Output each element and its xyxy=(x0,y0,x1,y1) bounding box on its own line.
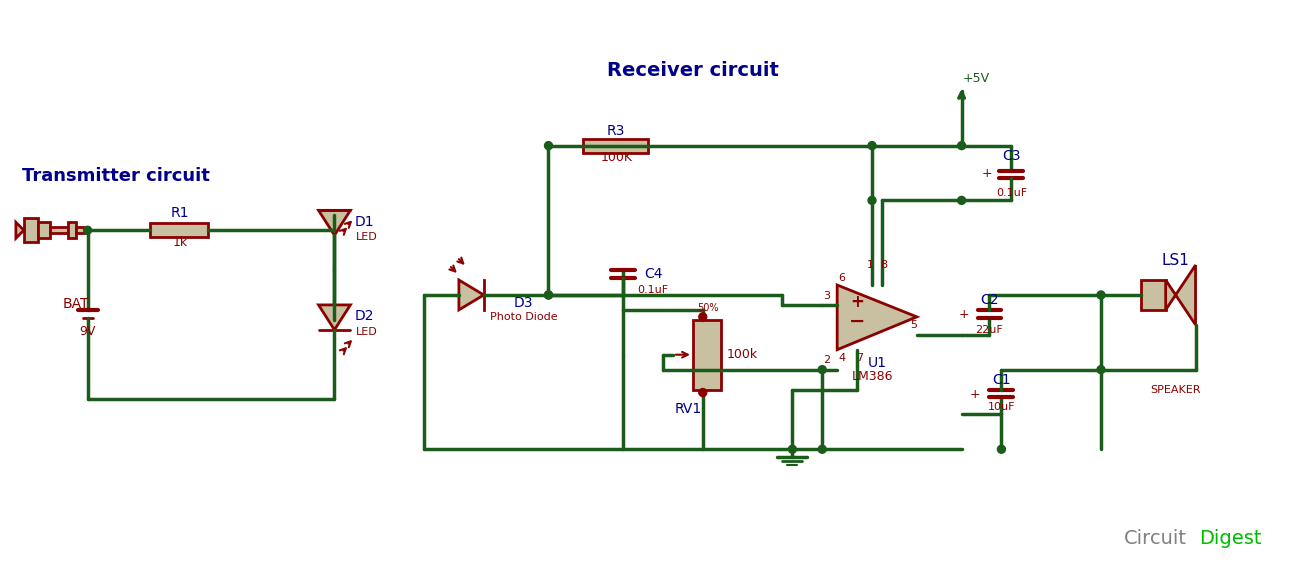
Text: 7: 7 xyxy=(857,353,863,363)
Circle shape xyxy=(819,366,827,374)
Text: 6: 6 xyxy=(838,273,846,283)
Text: Transmitter circuit: Transmitter circuit xyxy=(21,166,209,185)
Polygon shape xyxy=(837,285,917,349)
Text: RV1: RV1 xyxy=(674,403,702,416)
Circle shape xyxy=(1097,366,1105,374)
Polygon shape xyxy=(318,305,351,330)
FancyBboxPatch shape xyxy=(68,223,76,238)
FancyBboxPatch shape xyxy=(50,227,68,233)
Text: 1: 1 xyxy=(866,260,874,270)
Circle shape xyxy=(788,445,796,453)
Circle shape xyxy=(544,142,552,150)
Circle shape xyxy=(544,291,552,299)
FancyBboxPatch shape xyxy=(583,138,648,153)
Polygon shape xyxy=(1166,265,1196,325)
FancyBboxPatch shape xyxy=(150,223,208,237)
Text: 5: 5 xyxy=(911,320,917,330)
Text: 0.1uF: 0.1uF xyxy=(637,285,669,295)
Text: 9V: 9V xyxy=(79,325,96,338)
Circle shape xyxy=(958,196,966,204)
Circle shape xyxy=(958,142,966,150)
Text: Digest: Digest xyxy=(1200,529,1261,549)
Text: U1: U1 xyxy=(867,356,887,370)
Polygon shape xyxy=(318,210,351,235)
Text: D2: D2 xyxy=(355,309,374,323)
FancyBboxPatch shape xyxy=(692,320,720,390)
Text: BAT: BAT xyxy=(62,297,89,311)
Text: Photo Diode: Photo Diode xyxy=(490,312,557,322)
Text: +: + xyxy=(970,388,980,401)
Circle shape xyxy=(699,313,707,321)
Circle shape xyxy=(544,291,552,299)
Text: −: − xyxy=(849,312,865,331)
Text: 22uF: 22uF xyxy=(975,325,1004,335)
Circle shape xyxy=(869,196,876,204)
Circle shape xyxy=(84,227,92,235)
Text: 100K: 100K xyxy=(600,151,632,164)
Text: C3: C3 xyxy=(1003,149,1021,162)
Text: 0.1uF: 0.1uF xyxy=(996,188,1028,198)
FancyBboxPatch shape xyxy=(24,219,38,242)
Circle shape xyxy=(819,445,827,453)
Text: +: + xyxy=(982,167,992,180)
Text: C1: C1 xyxy=(992,372,1010,387)
Text: +: + xyxy=(850,293,865,311)
FancyBboxPatch shape xyxy=(76,227,88,233)
Text: Receiver circuit: Receiver circuit xyxy=(607,61,779,81)
Text: LS1: LS1 xyxy=(1162,253,1189,268)
FancyBboxPatch shape xyxy=(1141,280,1166,310)
Text: +5V: +5V xyxy=(963,73,989,85)
Text: Circuit: Circuit xyxy=(1125,529,1188,549)
Text: SPEAKER: SPEAKER xyxy=(1150,384,1201,395)
Circle shape xyxy=(1097,291,1105,299)
Text: LED: LED xyxy=(356,232,377,242)
Polygon shape xyxy=(459,280,484,310)
Text: C4: C4 xyxy=(644,267,662,281)
Text: 2: 2 xyxy=(823,355,829,365)
Text: LM386: LM386 xyxy=(851,370,892,383)
Polygon shape xyxy=(16,223,24,238)
Circle shape xyxy=(997,445,1005,453)
Text: C2: C2 xyxy=(980,293,999,307)
Text: +: + xyxy=(958,308,968,321)
FancyBboxPatch shape xyxy=(38,223,50,238)
Text: 8: 8 xyxy=(880,260,887,270)
Circle shape xyxy=(869,142,876,150)
Text: LED: LED xyxy=(356,327,377,337)
Text: 50%: 50% xyxy=(696,303,719,313)
Text: 100k: 100k xyxy=(727,348,758,361)
Text: D1: D1 xyxy=(355,215,374,229)
Text: R1: R1 xyxy=(171,206,189,220)
Text: 1k: 1k xyxy=(172,236,188,249)
Text: R3: R3 xyxy=(607,124,625,138)
Text: 10uF: 10uF xyxy=(988,403,1016,412)
Text: D3: D3 xyxy=(514,296,533,310)
Circle shape xyxy=(699,388,707,396)
Text: 3: 3 xyxy=(823,291,829,301)
Text: 4: 4 xyxy=(838,353,846,363)
